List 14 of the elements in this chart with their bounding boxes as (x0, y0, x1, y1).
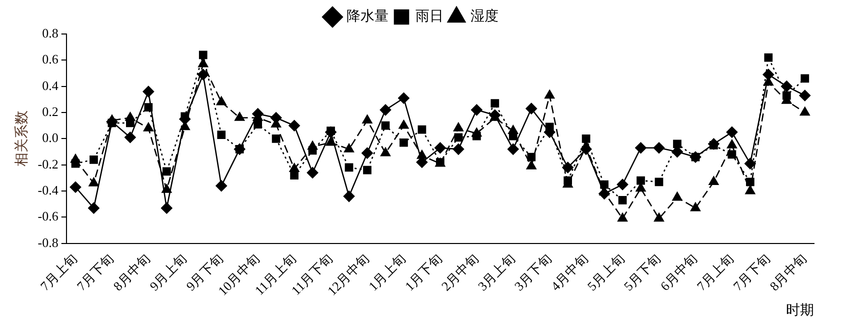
y-tick-label: 0.8 (42, 25, 58, 40)
y-tick-label: -0.6 (38, 208, 59, 224)
y-tick-label: 0.6 (42, 52, 59, 67)
legend-label: 雨日 (416, 10, 444, 25)
y-tick-label: 0.0 (42, 130, 58, 146)
y-tick-label: 0.4 (42, 78, 59, 93)
y-axis-title: 相关系数 (14, 110, 30, 167)
y-tick-label: 0.2 (42, 104, 58, 119)
x-axis-title: 时期 (786, 302, 814, 318)
y-tick-label: -0.4 (38, 182, 59, 198)
legend-label: 湿度 (470, 8, 498, 25)
y-tick-label: -0.2 (38, 156, 58, 172)
legend-label: 降水量 (346, 8, 388, 25)
y-tick-label: -0.8 (38, 234, 58, 250)
